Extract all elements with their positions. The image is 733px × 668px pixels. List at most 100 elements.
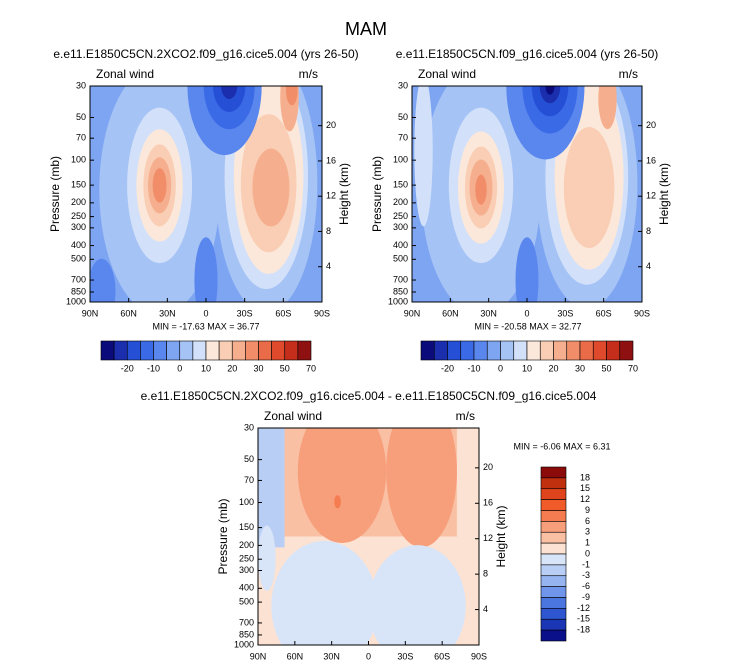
x-tick-label: 90N [82,308,99,318]
y-tick-label: 150 [239,522,254,532]
y2-tick-label: 8 [483,569,488,579]
contour-shapes [258,428,479,645]
colorbar-box [126,340,141,361]
right-label: m/s [299,67,318,81]
y-tick-label: 250 [239,554,254,564]
colorbar-box [513,340,528,361]
y2-axis-label: Height (km) [657,163,671,225]
colorbar-box [619,340,634,361]
colorbar-label: -15 [577,614,590,624]
colorbar-box [113,340,128,361]
figure-title: MAM [345,19,387,39]
colorbar-box [540,575,567,587]
colorbar-box [447,340,462,361]
contour-fill [515,237,539,302]
x-tick-label: 0 [524,308,529,318]
colorbar-label: 15 [580,483,590,493]
colorbar-box [433,340,448,361]
colorbar-box [192,340,207,361]
x-tick-label: 30N [159,308,176,318]
stats-text: MIN = -20.58 MAX = 32.77 [474,321,581,331]
y-tick-label: 300 [393,222,408,232]
contour-fill [286,86,298,106]
colorbar-box [540,531,567,544]
colorbar-label: 50 [601,363,611,373]
colorbar-label: -9 [582,592,590,602]
y-tick-label: 50 [76,112,86,122]
colorbar-label: 0 [585,548,590,558]
y-tick-label: 1000 [66,296,86,306]
y-tick-label: 50 [244,454,254,464]
colorbar-box [179,340,194,361]
colorbar-label: -10 [147,363,160,373]
colorbar-label: -12 [577,603,590,613]
contour-fill [598,86,617,130]
colorbar-box [258,340,272,361]
contour-fill [258,525,276,591]
colorbar-box [486,340,501,361]
colorbar-label: -10 [467,363,480,373]
colorbar-label: -3 [582,570,590,580]
y-tick-label: 200 [239,540,254,550]
colorbar-box [153,340,167,361]
colorbar-box [526,340,541,361]
y2-tick-label: 4 [483,604,488,614]
contour-shapes [90,86,322,302]
contour-field [258,428,479,645]
colorbar-box [100,340,115,361]
colorbar-box [245,340,259,361]
colorbar-label: -18 [577,625,590,635]
y2-tick-label: 20 [646,120,656,130]
left-label: Zonal wind [264,409,322,423]
colorbar-box [473,340,488,361]
colorbar-box [606,340,621,361]
colorbar-box [205,340,220,361]
colorbar-label: 6 [585,516,590,526]
y-tick-label: 30 [398,80,408,90]
contour-fill [252,148,290,227]
colorbar-box [553,340,568,361]
right-label: m/s [456,409,475,423]
colorbar-box [500,340,515,361]
contour-fill [194,237,218,302]
x-tick-label: 30N [480,308,497,318]
y-tick-label: 850 [239,629,254,639]
x-tick-label: 60S [275,308,291,318]
y2-tick-label: 20 [326,120,336,130]
colorbar-box [231,340,246,361]
y-tick-label: 250 [393,211,408,221]
colorbar-label: -1 [582,559,590,569]
y2-tick-label: 12 [646,191,656,201]
x-tick-label: 60N [442,308,459,318]
colorbar-label: 12 [580,494,590,504]
colorbar-box [540,477,567,490]
colorbar-box [540,608,567,620]
colorbar-box [540,510,567,522]
y-tick-label: 700 [239,617,254,627]
left-label: Zonal wind [96,67,154,81]
contour-field [90,86,322,302]
x-tick-label: 30S [557,308,573,318]
colorbar-label: 0 [177,363,182,373]
colorbar-box [540,521,567,533]
y-tick-label: 500 [393,254,408,264]
colorbar-label: 18 [580,472,590,482]
x-tick-label: 0 [366,651,371,661]
y-tick-label: 150 [71,180,86,190]
y2-tick-label: 16 [646,155,656,165]
x-tick-label: 60N [287,651,304,661]
contour-fill [221,86,238,99]
contour-fill [334,495,341,509]
colorbar-box [540,564,567,577]
x-tick-label: 60S [596,308,612,318]
colorbar-label: 50 [280,363,290,373]
colorbar-box [540,488,567,500]
colorbar-box [271,340,286,361]
x-tick-label: 90S [314,308,330,318]
y-tick-label: 400 [393,240,408,250]
y-tick-label: 100 [393,155,408,165]
y-tick-label: 700 [71,274,86,284]
colorbar-box [218,340,233,361]
colorbar-box [579,340,594,361]
